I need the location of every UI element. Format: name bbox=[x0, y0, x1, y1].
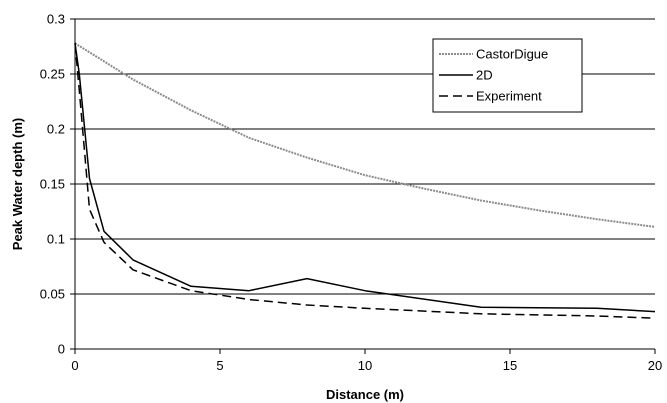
x-tick-label-2: 10 bbox=[358, 358, 372, 373]
legend-label-1: 2D bbox=[476, 68, 493, 83]
series-line-0 bbox=[74, 42, 656, 228]
axes bbox=[70, 18, 656, 354]
legend-label-2: Experiment bbox=[476, 89, 542, 104]
y-axis-label: Peak Water depth (m) bbox=[10, 118, 25, 250]
series-line-1 bbox=[74, 43, 656, 313]
x-axis-label: Distance (m) bbox=[326, 387, 404, 402]
y-tick-label-0: 0 bbox=[58, 342, 65, 357]
x-tick-label-0: 0 bbox=[71, 358, 78, 373]
y-tick-label-3: 0.15 bbox=[40, 177, 65, 192]
y-tick-label-6: 0.3 bbox=[47, 12, 65, 27]
y-tick-label-2: 0.1 bbox=[47, 232, 65, 247]
x-tick-label-1: 5 bbox=[216, 358, 223, 373]
y-tick-label-4: 0.2 bbox=[47, 122, 65, 137]
y-tick-label-5: 0.25 bbox=[40, 67, 65, 82]
x-tick-label-3: 15 bbox=[503, 358, 517, 373]
x-tick-label-4: 20 bbox=[648, 358, 662, 373]
legend: CastorDigue 2D Experiment bbox=[432, 38, 583, 113]
series-line-2 bbox=[74, 43, 656, 319]
legend-label-0: CastorDigue bbox=[476, 47, 548, 62]
tick-labels: 0 0.05 0.1 0.15 0.2 0.25 0.3 0 5 10 15 20 bbox=[40, 12, 663, 374]
y-tick-label-1: 0.05 bbox=[40, 287, 65, 302]
gridlines bbox=[75, 18, 655, 295]
series-lines bbox=[74, 42, 656, 319]
